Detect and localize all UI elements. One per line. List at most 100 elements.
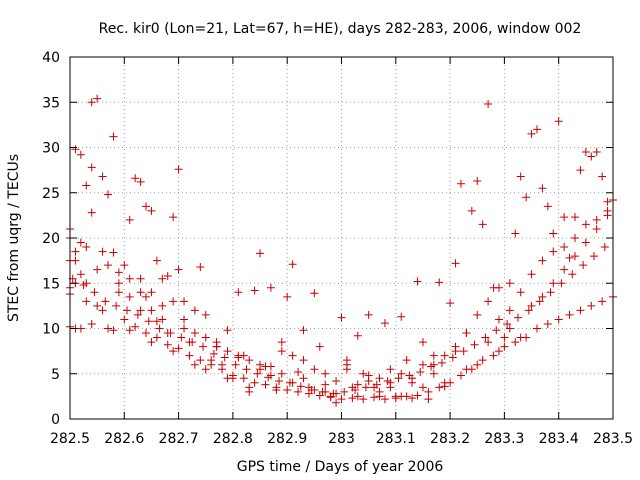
data-point xyxy=(527,129,536,138)
data-point xyxy=(125,215,134,224)
data-point xyxy=(136,306,145,315)
data-point xyxy=(152,333,161,342)
data-point xyxy=(288,260,297,269)
data-point xyxy=(190,306,199,315)
data-point xyxy=(256,365,265,374)
data-point xyxy=(391,394,400,403)
chart-title: Rec. kir0 (Lon=21, Lat=67, h=HE), days 2… xyxy=(99,21,582,37)
data-point xyxy=(397,312,406,321)
data-point xyxy=(446,378,455,387)
y-tick-label: 0 xyxy=(51,412,60,428)
data-point xyxy=(576,306,585,315)
data-point xyxy=(386,365,395,374)
data-point xyxy=(565,310,574,319)
data-point xyxy=(180,297,189,306)
data-point xyxy=(76,150,85,159)
data-point xyxy=(427,362,436,371)
data-point xyxy=(310,365,319,374)
data-point xyxy=(603,197,612,206)
data-point xyxy=(424,387,433,396)
data-point xyxy=(142,329,151,338)
data-point xyxy=(492,326,501,335)
data-point xyxy=(90,288,99,297)
data-point xyxy=(353,380,362,389)
data-point xyxy=(513,313,522,322)
data-point xyxy=(418,383,427,392)
data-point xyxy=(579,261,588,270)
data-point xyxy=(180,315,189,324)
data-point xyxy=(209,349,218,358)
data-point xyxy=(220,353,229,362)
x-tick-label: 282.6 xyxy=(104,431,144,447)
data-point xyxy=(380,395,389,404)
data-point xyxy=(587,301,596,310)
y-axis-tick-labels: 0 5 10 15 20 25 30 35 40 xyxy=(42,50,60,428)
data-point xyxy=(87,163,96,172)
data-point xyxy=(402,356,411,365)
data-point xyxy=(321,369,330,378)
y-axis-label: STEC from uqrg / TECUs xyxy=(6,154,22,322)
data-point xyxy=(494,283,503,292)
data-point xyxy=(199,342,208,351)
data-point xyxy=(494,347,503,356)
data-point xyxy=(337,395,346,404)
data-point xyxy=(169,347,178,356)
data-point xyxy=(285,378,294,387)
data-point xyxy=(136,288,145,297)
data-point xyxy=(451,342,460,351)
data-point xyxy=(516,288,525,297)
data-point xyxy=(372,380,381,389)
data-point xyxy=(318,387,327,396)
data-point xyxy=(277,347,286,356)
data-point xyxy=(413,277,422,286)
data-point xyxy=(549,279,558,288)
data-point xyxy=(299,326,308,335)
data-point xyxy=(408,394,417,403)
data-point xyxy=(473,310,482,319)
data-point xyxy=(253,369,262,378)
data-point xyxy=(503,319,512,328)
x-axis-label: GPS time / Days of year 2006 xyxy=(237,459,444,475)
data-point xyxy=(370,393,379,402)
data-point xyxy=(250,378,259,387)
data-point xyxy=(147,306,156,315)
data-point xyxy=(581,238,590,247)
data-point xyxy=(212,342,221,351)
data-point xyxy=(87,98,96,107)
data-point xyxy=(418,338,427,347)
data-point xyxy=(196,262,205,271)
data-point xyxy=(120,261,129,270)
data-point xyxy=(228,371,237,380)
y-tick-label: 30 xyxy=(42,141,60,157)
data-point xyxy=(82,243,91,252)
data-point xyxy=(294,367,303,376)
data-point xyxy=(277,338,286,347)
data-point xyxy=(435,383,444,392)
data-point xyxy=(79,281,88,290)
data-point xyxy=(467,365,476,374)
data-point xyxy=(549,247,558,256)
data-point xyxy=(296,382,305,391)
data-point xyxy=(489,351,498,360)
data-point xyxy=(166,329,175,338)
data-point xyxy=(163,272,172,281)
data-point xyxy=(478,356,487,365)
data-point xyxy=(397,369,406,378)
data-point xyxy=(188,338,197,347)
data-point xyxy=(337,313,346,322)
data-point xyxy=(456,179,465,188)
data-point xyxy=(277,369,286,378)
data-point xyxy=(451,259,460,268)
y-tick-label: 40 xyxy=(42,50,60,66)
data-point xyxy=(242,365,251,374)
data-point xyxy=(592,148,601,157)
data-point xyxy=(592,215,601,224)
data-point xyxy=(418,360,427,369)
data-point xyxy=(76,270,85,279)
data-point xyxy=(98,306,107,315)
data-point xyxy=(147,338,156,347)
data-point xyxy=(459,347,468,356)
data-point xyxy=(104,324,113,333)
data-point xyxy=(340,387,349,396)
data-point xyxy=(218,365,227,374)
